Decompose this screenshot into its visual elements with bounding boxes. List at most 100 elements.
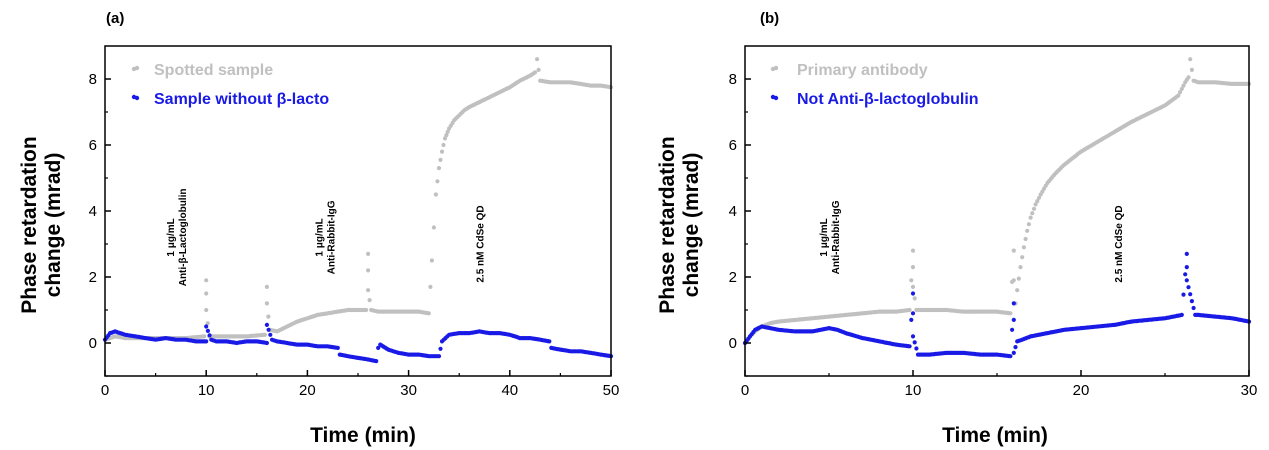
annotation-anti-rabbit-igg: 1 μg/mL Anti-Rabbit-IgG <box>819 200 842 274</box>
x-tick-label: 40 <box>501 382 518 399</box>
data-point <box>1033 202 1038 207</box>
trace-point <box>205 321 210 326</box>
data-point <box>910 248 916 253</box>
y-axis-title-line-1: Phase retardation <box>18 136 41 313</box>
x-tick-label: 20 <box>299 382 316 399</box>
trace-point <box>1020 255 1025 260</box>
x-tick-label: 20 <box>1073 382 1090 399</box>
annotation-layer: 1 μg/mL Anti-β-Lactoglobulin 1 μg/mL Anti-R… <box>166 189 487 287</box>
x-tick-label: 0 <box>741 382 749 399</box>
data-point <box>533 70 538 75</box>
data-point <box>910 284 916 289</box>
data-point <box>1028 215 1033 220</box>
legend-item-primary-antibody: Primary antibody <box>770 62 928 79</box>
trace-point <box>1191 305 1196 311</box>
x-tick-label: 0 <box>101 382 109 399</box>
chart-panel-b: (b) Phase retardation change (mrad) Time… <box>656 10 1257 447</box>
trace-point <box>266 327 271 332</box>
trace-point <box>912 296 917 301</box>
annotation-text: Anti-Rabbit-IgG <box>831 200 842 274</box>
series-sample-without-lacto <box>102 322 614 364</box>
data-point <box>264 284 269 289</box>
data-point <box>366 288 371 293</box>
data-point <box>376 345 381 350</box>
data-point <box>910 265 916 270</box>
data-point <box>436 166 442 171</box>
trace-point <box>445 129 450 134</box>
data-point <box>374 359 379 364</box>
legend-marker <box>773 95 779 101</box>
data-point <box>433 192 438 197</box>
data-point <box>262 332 267 337</box>
y-tick-label: 0 <box>89 335 97 352</box>
trace-point <box>438 346 443 351</box>
x-tick-label: 10 <box>198 382 215 399</box>
trace-point <box>1179 86 1184 91</box>
x-tick-label: 30 <box>1241 382 1258 399</box>
legend-label-sample-without-beta-lacto: Sample without β-lacto <box>154 91 329 108</box>
data-point <box>204 324 209 329</box>
y-tick-label: 6 <box>729 137 737 154</box>
data-point <box>1176 93 1181 98</box>
trace-point <box>1178 90 1183 95</box>
legend-label-not-anti-beta-lactoglobulin: Not Anti-β-lactoglobulin <box>797 91 979 108</box>
annotation-2-5-nm-cdse-qd: 2.5 nM CdSe QD <box>1114 205 1125 282</box>
data-point <box>264 322 269 327</box>
annotation-anti-rabbit-igg: 1 μg/mL Anti-Rabbit-IgG <box>315 200 338 274</box>
trace-point <box>207 333 212 338</box>
trace-point <box>1026 222 1031 227</box>
x-axis-title: Time (min) <box>942 424 1048 447</box>
trace-point <box>1035 199 1040 204</box>
data-point <box>364 307 369 313</box>
x-tick-label: 30 <box>400 382 417 399</box>
series-layer <box>102 57 614 364</box>
trace-point <box>428 284 433 289</box>
x-axis-title: Time (min) <box>310 424 416 447</box>
data-point <box>547 339 552 344</box>
annotation-text: 1 μg/mL <box>315 218 326 256</box>
trace-point <box>205 328 210 333</box>
data-point <box>1011 350 1016 355</box>
data-point <box>910 311 916 316</box>
y-tick-label: 8 <box>729 71 737 88</box>
trace-point <box>1031 206 1037 211</box>
trace-point <box>1030 211 1035 216</box>
y-axis-title-line-2: change (mrad) <box>680 153 703 298</box>
data-point <box>202 334 207 339</box>
data-point <box>1186 75 1191 80</box>
trace-point <box>268 332 273 337</box>
y-axis-title-line-2: change (mrad) <box>42 153 65 298</box>
annotation-layer: 1 μg/mL Anti-Rabbit-IgG 2.5 nM CdSe QD <box>819 200 1125 282</box>
trace-point <box>1010 327 1015 332</box>
trace-point <box>1023 236 1028 242</box>
data-point <box>204 291 209 296</box>
trace-point <box>1189 67 1194 72</box>
legend-item-spotted-sample: Spotted sample <box>131 62 273 79</box>
trace-point <box>1181 83 1186 88</box>
legend-item-not-anti-beta-lactoglobulin: Not Anti-β-lactoglobulin <box>770 91 979 108</box>
data-point <box>429 258 434 263</box>
legend: Primary antibody Not Anti-β-lactoglobuli… <box>770 62 979 108</box>
trace-point <box>441 142 446 148</box>
annotation-text: Anti-β-Lactoglobulin <box>178 189 189 287</box>
data-point <box>1184 265 1189 270</box>
y-tick-label: 4 <box>89 203 97 220</box>
data-point <box>907 344 912 349</box>
x-tick-label: 50 <box>603 382 620 399</box>
ticks-layer: 0 10 20 30 40 50 0 2 4 6 8 <box>89 71 620 399</box>
legend-label-spotted-sample: Spotted sample <box>154 62 273 79</box>
data-point <box>204 278 209 283</box>
data-point <box>1015 288 1020 293</box>
trace-point <box>914 346 919 351</box>
data-point <box>1184 278 1189 283</box>
annotation-text: 1 μg/mL <box>166 218 177 256</box>
legend-marker <box>773 65 779 71</box>
data-point <box>431 225 436 230</box>
data-point <box>1184 251 1189 256</box>
data-point <box>436 354 442 359</box>
annotation-text: 2.5 nM CdSe QD <box>475 205 486 282</box>
data-point <box>335 345 340 350</box>
data-point <box>1179 312 1184 317</box>
annotation-text: Anti-Rabbit-IgG <box>327 200 338 274</box>
